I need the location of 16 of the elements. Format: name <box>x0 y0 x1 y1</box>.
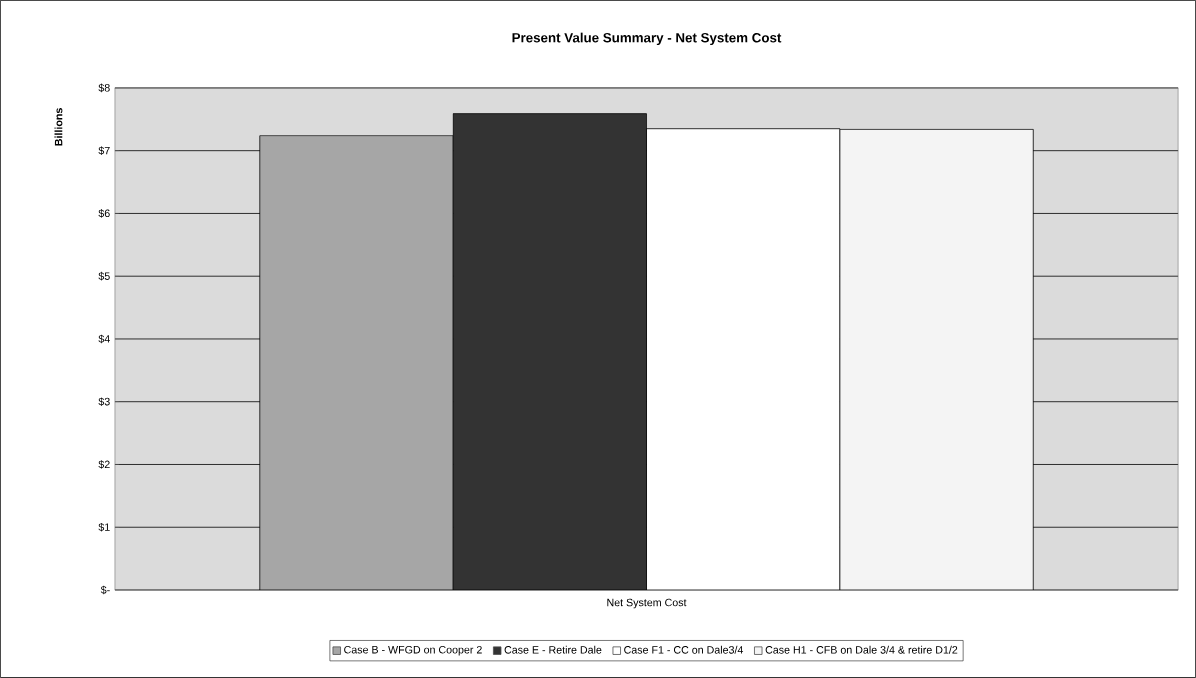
y-tick-label: $4 <box>98 334 110 344</box>
y-tick-label: $3 <box>98 397 110 407</box>
y-axis-title: Billions <box>54 108 63 146</box>
legend-label: Case E - Retire Dale <box>504 645 602 654</box>
y-tick-label: $5 <box>98 271 110 281</box>
y-tick-label: $1 <box>98 522 110 532</box>
x-tick-label: Net System Cost <box>607 598 687 609</box>
y-tick-label: $- <box>100 585 110 595</box>
legend-label: Case H1 - CFB on Dale 3/4 & retire D1/2 <box>765 645 958 654</box>
y-tick-label: $2 <box>98 460 110 469</box>
y-tick-label: $6 <box>98 209 110 218</box>
legend-label: Case B - WFGD on Cooper 2 <box>344 645 482 656</box>
y-tick-label: $8 <box>98 83 110 93</box>
y-tick-label: $7 <box>98 146 110 156</box>
chart-title: Present Value Summary - Net System Cost <box>512 32 782 46</box>
legend-label: Case F1 - CC on Dale3/4 <box>624 645 744 654</box>
